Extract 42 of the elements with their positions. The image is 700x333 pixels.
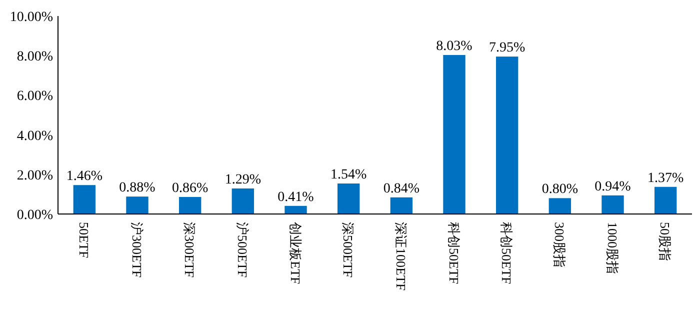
x-tick-label: 沪500ETF [234, 222, 250, 278]
x-tick-label: 科创50ETF [446, 222, 462, 284]
data-label: 0.84% [383, 181, 420, 196]
x-tick-label: 1000股指 [604, 222, 620, 274]
data-label: 0.41% [278, 190, 314, 205]
x-tick-label: 50股指 [658, 222, 673, 261]
x-tick-label: 沪300ETF [129, 222, 144, 278]
x-tick-label: 科创50ETF [499, 222, 514, 284]
x-tick-label: 深300ETF [182, 222, 198, 278]
y-tick-label: 10.00% [10, 10, 54, 25]
bar [126, 196, 148, 214]
bar [496, 56, 518, 214]
x-tick-label: 300股指 [552, 222, 567, 268]
bar [73, 185, 96, 214]
x-tick-label: 创业板ETF [288, 222, 303, 284]
bar [602, 195, 624, 214]
bar [284, 206, 307, 214]
bar [548, 198, 572, 214]
data-label: 0.94% [594, 179, 632, 194]
x-tick-label: 深500ETF [340, 222, 356, 278]
data-label: 0.86% [172, 180, 208, 196]
x-tick-label: 深证100ETF [393, 222, 408, 291]
data-label: 1.37% [647, 170, 684, 186]
bar [337, 184, 360, 214]
data-label: 1.29% [224, 172, 262, 188]
bar [390, 197, 413, 214]
y-tick-label: 2.00% [16, 168, 54, 184]
data-label: 8.03% [436, 39, 473, 54]
bar [443, 55, 466, 214]
data-label: 1.46% [66, 169, 103, 184]
data-label: 1.54% [330, 168, 367, 183]
x-tick-label: 50ETF [76, 222, 92, 258]
y-tick-label: 8.00% [16, 50, 54, 65]
bar [654, 186, 677, 214]
y-tick-label: 0.00% [16, 208, 54, 223]
bar [232, 188, 254, 214]
y-tick-label: 4.00% [16, 128, 54, 144]
y-tick-label: 6.00% [16, 89, 54, 104]
data-label: 0.88% [119, 180, 156, 196]
bar [178, 196, 202, 214]
data-label: 7.95% [488, 40, 526, 56]
data-label: 0.80% [542, 182, 578, 198]
